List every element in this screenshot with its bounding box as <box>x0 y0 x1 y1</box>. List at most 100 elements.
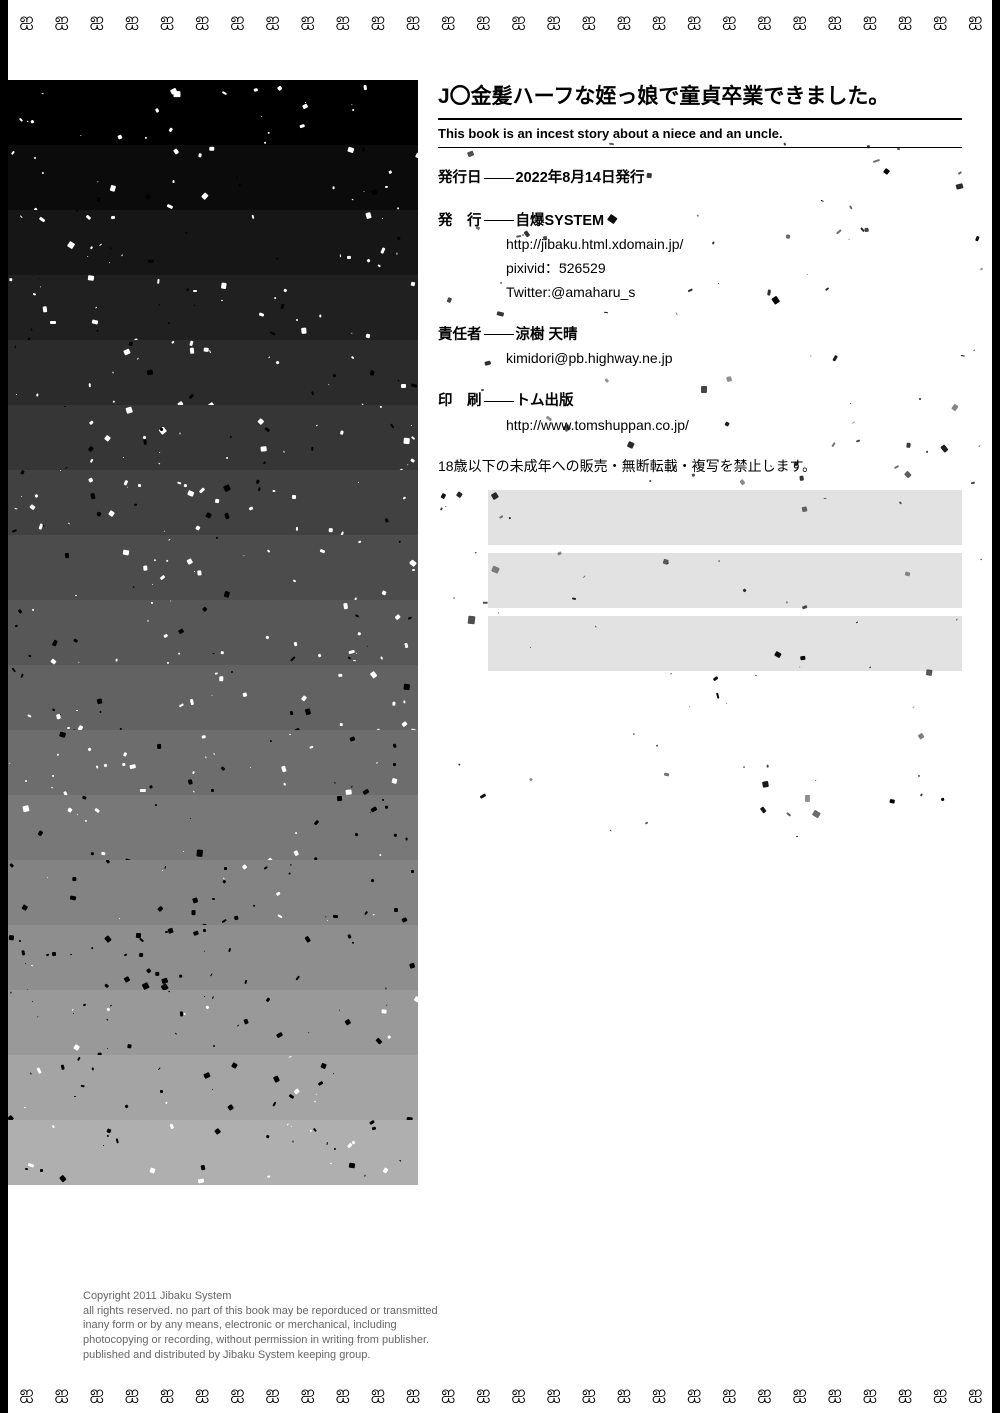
copyright-line: inany form or by any means, electronic o… <box>83 1318 438 1333</box>
separator-dash <box>484 334 514 335</box>
ornament-glyph-icon: ஐ <box>652 9 664 32</box>
grayscale-swatch <box>8 275 418 340</box>
grayscale-swatch <box>8 1055 418 1120</box>
grayscale-swatch <box>8 340 418 405</box>
gray-block <box>488 490 962 545</box>
grayscale-swatch <box>8 925 418 990</box>
ornament-glyph-icon: ஐ <box>792 9 804 32</box>
copyright-line: all rights reserved. no part of this boo… <box>83 1304 438 1319</box>
book-title: J〇金髪ハーフな姪っ娘で童貞卒業できました。 <box>438 80 962 120</box>
ornament-glyph-icon: ஐ <box>125 1382 137 1405</box>
ornament-glyph-icon: ஐ <box>19 9 31 32</box>
separator-dash <box>484 401 514 402</box>
ornament-glyph-icon: ஐ <box>582 1382 594 1405</box>
grayscale-swatch <box>8 535 418 600</box>
ornament-glyph-icon: ஐ <box>300 9 312 32</box>
grayscale-swatch <box>8 990 418 1055</box>
ornament-glyph-icon: ஐ <box>54 1382 66 1405</box>
publisher-url: http://jibaku.html.xdomain.jp/ <box>438 233 962 257</box>
printer-url: http://www.tomshuppan.co.jp/ <box>438 414 962 438</box>
printer-value: トム出版 <box>516 393 574 409</box>
age-disclaimer: 18歳以下の未成年への販売・無断転載・複写を禁止します。 <box>438 456 962 476</box>
ornament-glyph-icon: ஐ <box>687 1382 699 1405</box>
publisher-row: 発 行自爆SYSTEM http://jibaku.html.xdomain.j… <box>438 209 962 305</box>
ornament-glyph-icon: ஐ <box>757 1382 769 1405</box>
grayscale-swatch <box>8 600 418 665</box>
copyright-line: photocopying or recording, without permi… <box>83 1333 438 1348</box>
ornament-glyph-icon: ஐ <box>792 1382 804 1405</box>
colophon-content: J〇金髪ハーフな姪っ娘で童貞卒業できました。 This book is an i… <box>438 80 962 679</box>
ornament-glyph-icon: ஐ <box>406 1382 418 1405</box>
ornament-glyph-icon: ஐ <box>195 9 207 32</box>
ornament-glyph-icon: ஐ <box>511 1382 523 1405</box>
responsible-label: 責任者 <box>438 327 482 343</box>
grayscale-swatch <box>8 860 418 925</box>
ornament-glyph-icon: ஐ <box>300 1382 312 1405</box>
ornament-glyph-icon: ஐ <box>687 9 699 32</box>
responsible-row: 責任者 涼樹 天晴 kimidori@pb.highway.ne.jp <box>438 323 962 371</box>
ornament-glyph-icon: ஐ <box>54 9 66 32</box>
ornament-glyph-icon: ஐ <box>652 1382 664 1405</box>
ornament-glyph-icon: ஐ <box>722 9 734 32</box>
bottom-ornament-border: ஐஐஐஐஐஐஐஐஐஐஐஐஐஐஐஐஐஐஐஐஐஐஐஐஐஐஐஐ <box>8 1381 992 1405</box>
printer-label: 印 刷 <box>438 393 482 409</box>
book-subtitle: This book is an incest story about a nie… <box>438 126 962 148</box>
ornament-glyph-icon: ஐ <box>863 9 875 32</box>
ornament-glyph-icon: ஐ <box>968 9 980 32</box>
separator-dash <box>484 178 514 179</box>
grayscale-swatch <box>8 405 418 470</box>
ornament-glyph-icon: ஐ <box>898 9 910 32</box>
ornament-glyph-icon: ஐ <box>441 1382 453 1405</box>
pubdate-row: 発行日 2022年8月14日発行 <box>438 166 962 191</box>
publisher-twitter: Twitter:@amaharu_s <box>438 281 962 305</box>
top-ornament-border: ஐஐஐஐஐஐஐஐஐஐஐஐஐஐஐஐஐஐஐஐஐஐஐஐஐஐஐஐ <box>8 8 992 32</box>
grayscale-swatch <box>8 210 418 275</box>
ornament-glyph-icon: ஐ <box>933 9 945 32</box>
grayscale-swatch-column <box>8 80 418 1185</box>
publisher-value: 自爆SYSTEM <box>516 213 605 229</box>
ornament-glyph-icon: ஐ <box>230 9 242 32</box>
grayscale-swatch <box>8 730 418 795</box>
ornament-glyph-icon: ஐ <box>617 1382 629 1405</box>
gray-block <box>488 553 962 608</box>
gray-block <box>488 616 962 671</box>
ornament-glyph-icon: ஐ <box>828 1382 840 1405</box>
ornament-glyph-icon: ஐ <box>90 1382 102 1405</box>
ornament-glyph-icon: ஐ <box>546 9 558 32</box>
ornament-glyph-icon: ஐ <box>371 1382 383 1405</box>
grayscale-swatch <box>8 665 418 730</box>
separator-dash <box>484 220 514 221</box>
ornament-glyph-icon: ஐ <box>933 1382 945 1405</box>
ornament-glyph-icon: ஐ <box>265 1382 277 1405</box>
pubdate-value: 2022年8月14日発行 <box>516 170 645 186</box>
ornament-glyph-icon: ஐ <box>828 9 840 32</box>
grayscale-swatch <box>8 1120 418 1185</box>
ornament-glyph-icon: ஐ <box>406 9 418 32</box>
grayscale-swatch <box>8 145 418 210</box>
ornament-glyph-icon: ஐ <box>90 9 102 32</box>
ornament-glyph-icon: ஐ <box>336 1382 348 1405</box>
pubdate-label: 発行日 <box>438 170 482 186</box>
ornament-glyph-icon: ஐ <box>160 9 172 32</box>
ornament-glyph-icon: ஐ <box>371 9 383 32</box>
ornament-glyph-icon: ஐ <box>968 1382 980 1405</box>
ornament-glyph-icon: ஐ <box>898 1382 910 1405</box>
ornament-glyph-icon: ஐ <box>757 9 769 32</box>
responsible-value: 涼樹 天晴 <box>516 327 578 343</box>
gray-block-group <box>438 490 962 671</box>
printer-row: 印 刷 トム出版 http://www.tomshuppan.co.jp/ <box>438 389 962 437</box>
ornament-glyph-icon: ஐ <box>476 1382 488 1405</box>
ornament-glyph-icon: ஐ <box>863 1382 875 1405</box>
ornament-glyph-icon: ஐ <box>265 9 277 32</box>
ornament-glyph-icon: ஐ <box>441 9 453 32</box>
ornament-glyph-icon: ஐ <box>336 9 348 32</box>
ornament-glyph-icon: ஐ <box>511 9 523 32</box>
copyright-block: Copyright 2011 Jibaku System all rights … <box>83 1289 438 1363</box>
ornament-glyph-icon: ஐ <box>582 9 594 32</box>
ornament-glyph-icon: ஐ <box>476 9 488 32</box>
ornament-glyph-icon: ஐ <box>195 1382 207 1405</box>
responsible-email: kimidori@pb.highway.ne.jp <box>438 347 962 371</box>
grayscale-swatch <box>8 795 418 860</box>
ornament-glyph-icon: ஐ <box>617 9 629 32</box>
ornament-glyph-icon: ஐ <box>722 1382 734 1405</box>
